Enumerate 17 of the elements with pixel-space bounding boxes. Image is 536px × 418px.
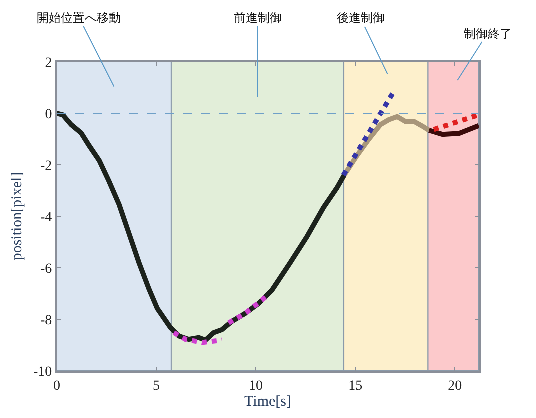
y-tick-label: -10 (34, 364, 52, 380)
y-tick-label: 0 (45, 107, 52, 122)
y-axis-title: position[pixel] (9, 172, 26, 261)
x-axis-title: Time[s] (244, 394, 292, 410)
band-label: 制御終了 (464, 27, 512, 41)
band-label: 前進制御 (234, 11, 282, 25)
y-tick-label: -2 (40, 158, 52, 174)
x-tick-label: 15 (348, 378, 363, 394)
x-tick-label: 10 (249, 378, 264, 394)
y-tick-label: 2 (45, 56, 52, 71)
band-label: 開始位置へ移動 (37, 11, 121, 25)
y-tick-label: -4 (40, 210, 52, 226)
band-label: 後進制御 (337, 11, 385, 25)
y-tick-label: -8 (40, 313, 52, 328)
x-tick-label: 20 (448, 378, 462, 394)
x-tick-label: 5 (153, 378, 160, 394)
y-tick-label: -6 (40, 262, 52, 277)
